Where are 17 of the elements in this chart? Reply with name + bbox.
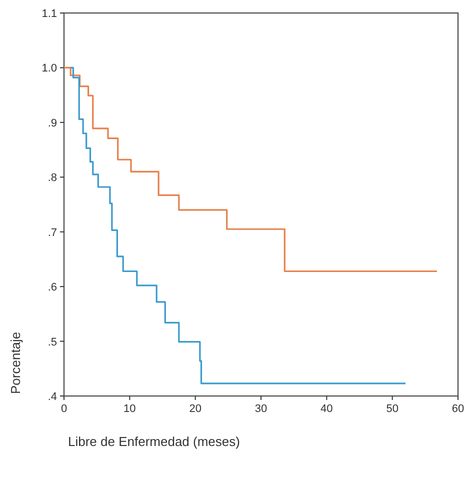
y-tick-label: 1.0 [42, 62, 57, 75]
x-tick-label: 0 [60, 403, 68, 415]
y-tick-label: 1.1 [42, 8, 57, 20]
y-axis-title: Porcentaje [8, 332, 23, 394]
x-tick-label: 10 [124, 403, 136, 415]
y-tick-label: .8 [48, 172, 57, 184]
y-tick-label: .6 [48, 282, 57, 294]
x-tick-label: 60 [452, 403, 464, 415]
x-tick-label: 50 [386, 403, 398, 415]
y-tick-label: .9 [48, 117, 57, 130]
x-tick-label: 20 [189, 403, 202, 415]
y-tick-label: .4 [48, 391, 57, 403]
x-tick-label: 40 [320, 403, 333, 415]
y-tick-label: .5 [48, 336, 57, 348]
x-tick-label: 30 [254, 403, 268, 415]
y-tick-label: .7 [48, 226, 57, 239]
x-axis-title: Libre de Enfermedad (meses) [68, 434, 240, 449]
